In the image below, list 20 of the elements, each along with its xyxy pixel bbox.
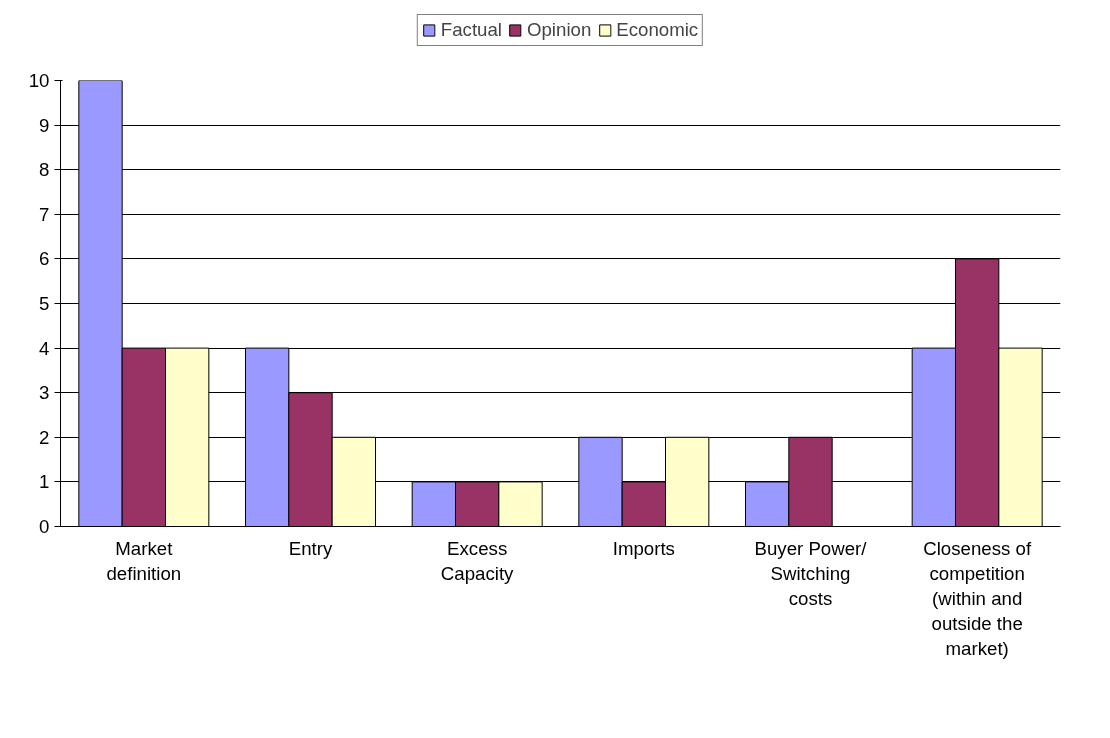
y-tick-label: 0 bbox=[39, 516, 50, 537]
y-tick-label: 3 bbox=[39, 382, 50, 404]
x-tick-label: Buyer Power/ Switching costs bbox=[754, 537, 868, 609]
y-tick-label: 10 bbox=[28, 70, 50, 91]
y-tick-label: 5 bbox=[39, 293, 50, 314]
y-tick-label: 6 bbox=[39, 248, 50, 270]
y-tick-label: 9 bbox=[39, 114, 50, 136]
y-tick-label: 7 bbox=[39, 203, 50, 225]
legend-label: Factual bbox=[440, 19, 502, 41]
x-tick-label: Market definition bbox=[106, 537, 182, 584]
x-tick-label: Closeness of competition (within and outside the market) bbox=[923, 537, 1032, 660]
x-tick-label: Excess Capacity bbox=[440, 537, 515, 584]
legend-label: Opinion bbox=[526, 19, 592, 41]
y-tick-label: 1 bbox=[39, 471, 50, 493]
legend-label: Economic bbox=[616, 19, 699, 41]
y-tick-label: 2 bbox=[39, 426, 50, 448]
y-tick-label: 8 bbox=[39, 159, 50, 181]
x-tick-label: Entry bbox=[288, 537, 333, 559]
y-tick-label: 4 bbox=[39, 337, 50, 359]
x-tick-label: Imports bbox=[612, 537, 675, 559]
